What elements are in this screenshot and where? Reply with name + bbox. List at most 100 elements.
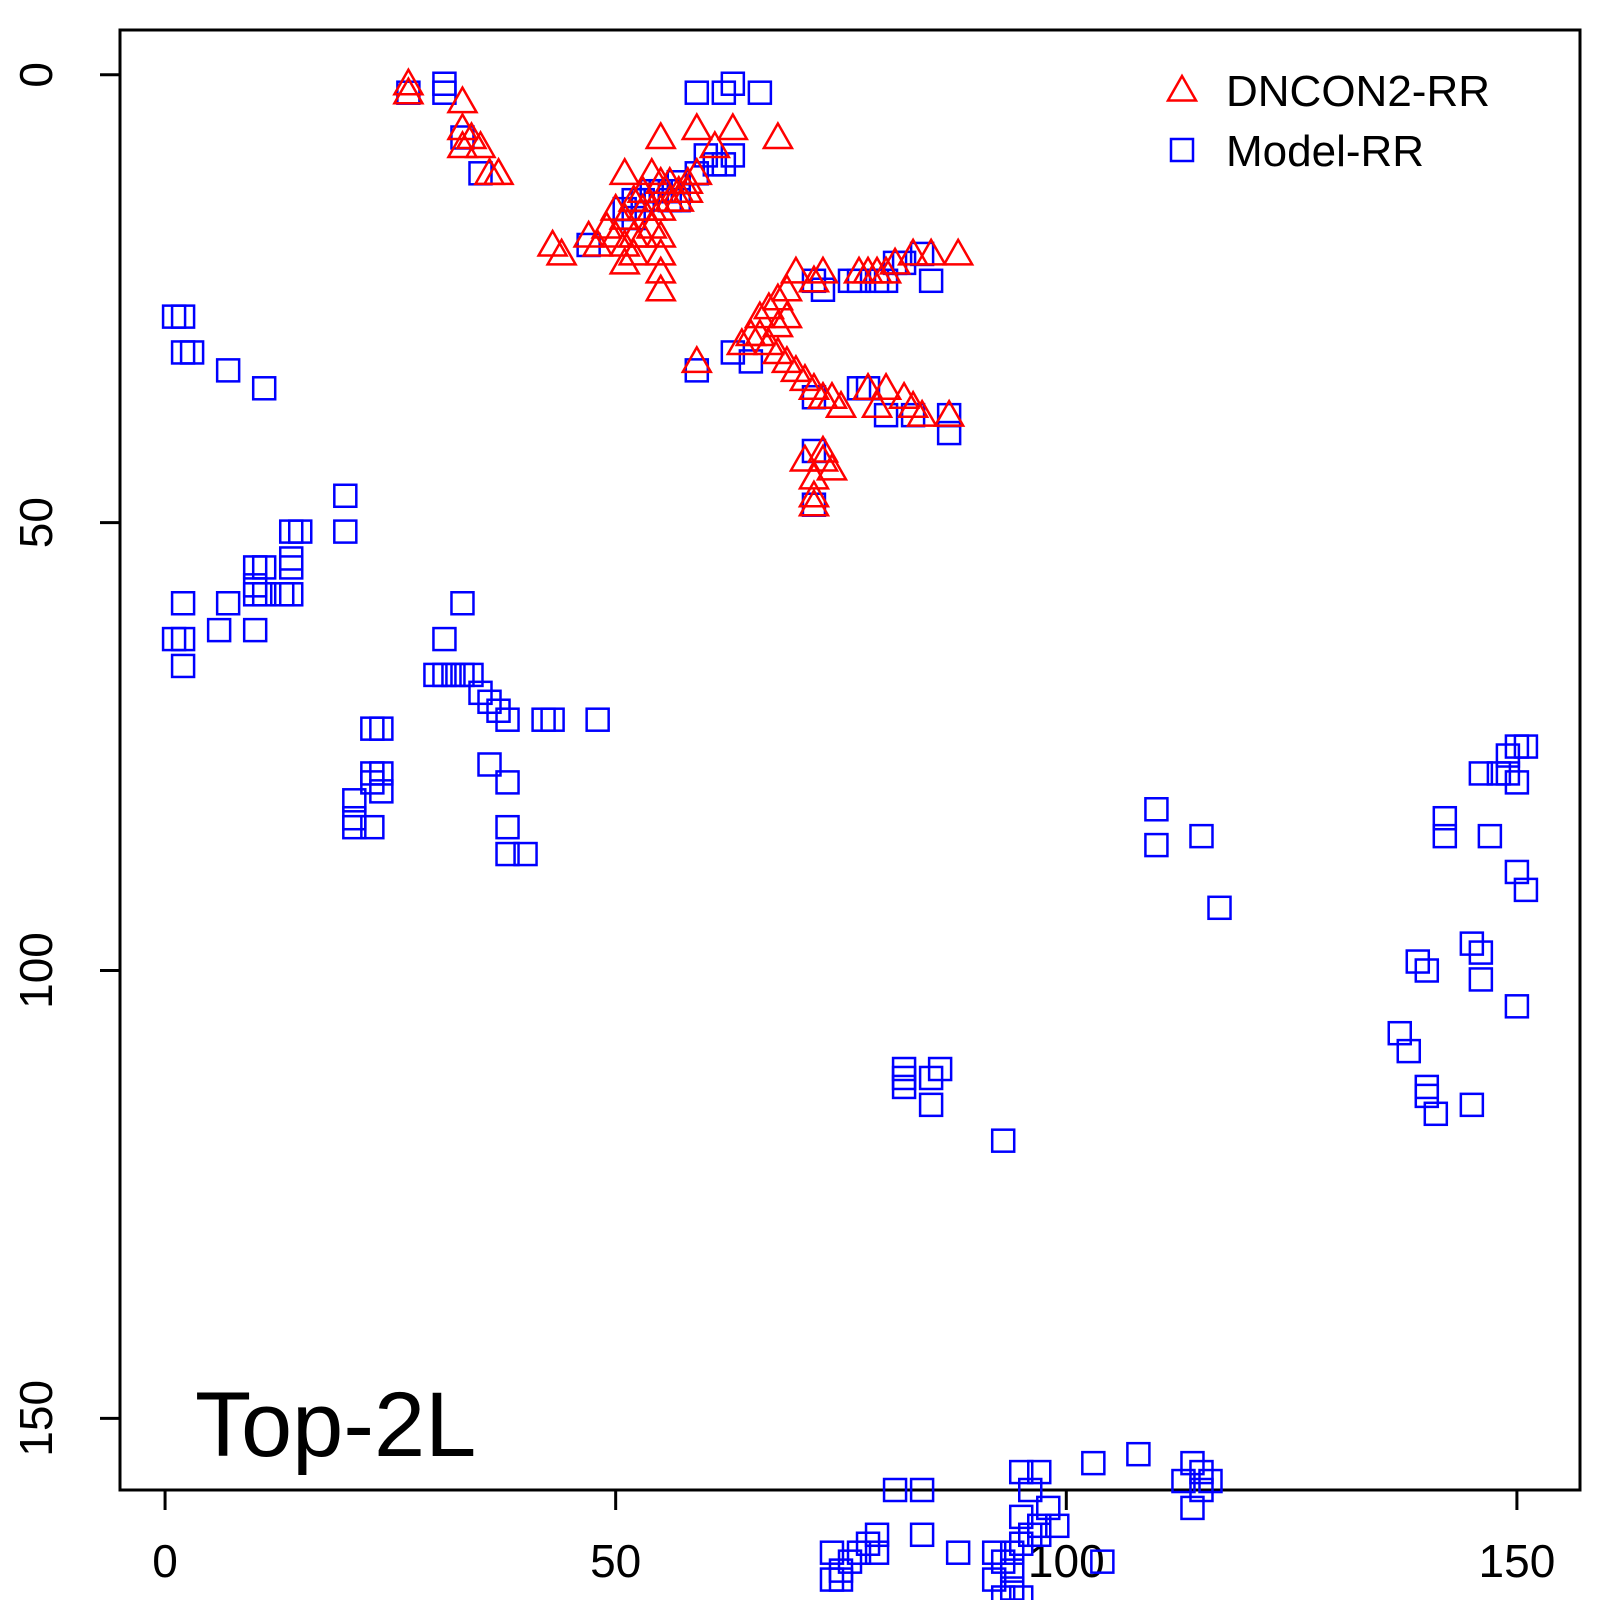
y-tick-label: 50 [10, 497, 62, 548]
square-point [1180, 1450, 1205, 1476]
square-point [873, 402, 899, 428]
square-point [918, 1092, 944, 1118]
square-point [477, 689, 502, 715]
square-point [369, 761, 394, 786]
square-point [747, 80, 773, 105]
square-point [891, 1074, 917, 1100]
square-point [882, 1477, 908, 1503]
square-point [1504, 994, 1530, 1019]
legend-label: Model-RR [1226, 127, 1424, 176]
y-tick-label: 0 [10, 62, 62, 88]
square-point [486, 698, 511, 723]
square-point [981, 1540, 1007, 1565]
plot-frame [118, 28, 1582, 1492]
square-point [873, 268, 899, 294]
square-point [1144, 832, 1169, 858]
triangle-point [797, 479, 831, 508]
square-point [909, 1522, 935, 1548]
square-point [170, 653, 196, 679]
square-point [1414, 958, 1440, 983]
legend-label: DNCON2-RR [1226, 67, 1490, 116]
triangle-point [392, 67, 425, 96]
square-point [360, 814, 385, 840]
square-point [918, 268, 944, 294]
series-dncon2-rr [392, 67, 975, 517]
triangle-point [608, 156, 641, 186]
square-point [531, 707, 556, 732]
triangle-point [482, 156, 515, 186]
square-point [513, 841, 538, 867]
square-point [1459, 1092, 1485, 1118]
square-point [278, 582, 304, 607]
square-point [711, 80, 737, 105]
square-point [1144, 797, 1169, 822]
square-point [242, 617, 268, 643]
square-point [846, 1540, 872, 1565]
triangle-point [680, 344, 713, 374]
y-tick-label: 100 [10, 932, 62, 1009]
square-point [161, 304, 187, 329]
square-point [1189, 1459, 1214, 1485]
square-point [990, 1585, 1016, 1600]
legend: DNCON2-RR Model-RR [1165, 67, 1490, 176]
square-point [1513, 734, 1539, 759]
square-point [170, 591, 196, 616]
square-point [278, 555, 304, 580]
square-point [360, 770, 385, 795]
square-point [215, 591, 241, 616]
square-point [585, 707, 610, 732]
x-tick-label: 50 [590, 1535, 641, 1587]
square-point [864, 1522, 890, 1548]
square-point [693, 143, 719, 168]
triangle-point [779, 255, 813, 284]
square-point [1207, 895, 1232, 921]
square-point [333, 483, 358, 509]
y-axis: 0 50 100 150 [10, 62, 121, 1457]
triangle-point [815, 452, 849, 481]
square-point [1396, 1038, 1422, 1064]
square-point [468, 680, 493, 706]
square-point [432, 626, 457, 652]
square-point [1180, 1495, 1205, 1521]
square-point [342, 788, 367, 813]
triangle-point [662, 183, 695, 212]
square-point [540, 707, 565, 732]
square-point [1008, 1531, 1034, 1556]
square-point [1513, 877, 1539, 903]
triangle-point [860, 389, 894, 418]
square-point [819, 1540, 845, 1565]
panel-label: Top-2L [195, 1374, 476, 1476]
plot-points [161, 67, 1539, 1600]
triangle-point [446, 129, 479, 159]
square-point [1090, 1549, 1115, 1574]
square-point [161, 626, 187, 652]
square-point [170, 340, 196, 365]
square-point [846, 268, 872, 294]
square-point [459, 662, 484, 688]
square-point [495, 841, 520, 867]
square-point [369, 716, 394, 741]
triangle-point [644, 219, 677, 248]
square-point [170, 626, 196, 652]
square-point [1008, 1459, 1034, 1485]
square-point [278, 546, 304, 571]
triangle-point [671, 165, 704, 195]
triangle-point [626, 219, 659, 248]
square-point [1045, 1513, 1070, 1539]
triangle-point [644, 255, 677, 284]
square-point [1027, 1459, 1052, 1485]
square-point [251, 376, 277, 401]
x-tick-label: 100 [1028, 1535, 1105, 1587]
square-point [450, 591, 475, 616]
square-point [909, 1477, 935, 1503]
square-point [251, 555, 277, 580]
triangle-point [716, 112, 749, 141]
square-point [432, 71, 457, 96]
triangle-point [869, 371, 903, 401]
square-point [837, 1549, 863, 1574]
square-point [1189, 823, 1214, 849]
y-tick-label: 150 [10, 1380, 62, 1457]
square-point [360, 716, 385, 741]
square-point [1008, 1585, 1034, 1600]
square-point [278, 519, 304, 544]
